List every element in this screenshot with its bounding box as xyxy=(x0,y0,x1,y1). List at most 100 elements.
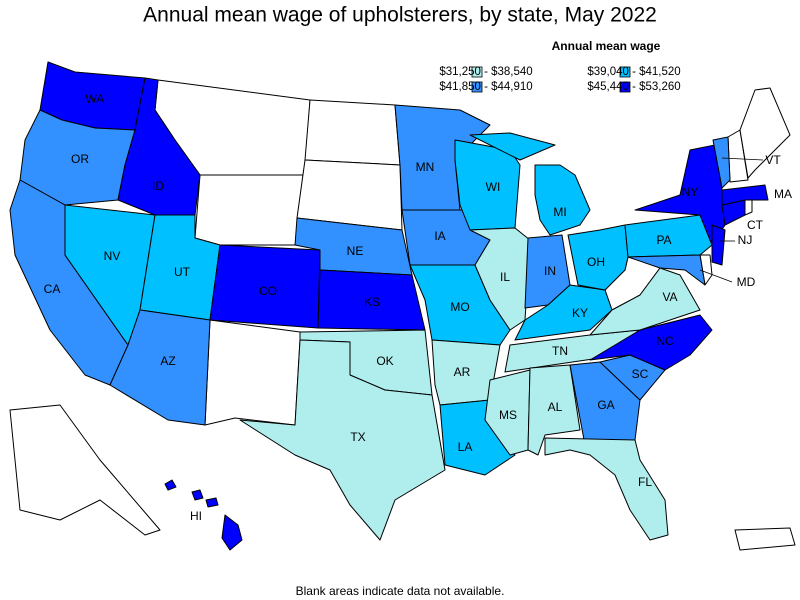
state-shape xyxy=(569,361,641,446)
legend-swatch xyxy=(471,66,483,78)
leader-line xyxy=(699,269,733,283)
state-label: TN xyxy=(552,344,568,358)
state-label: AZ xyxy=(160,354,175,368)
state-shape xyxy=(711,224,726,266)
legend-swatch xyxy=(471,81,483,93)
state-shape xyxy=(514,284,613,341)
state-label: WI xyxy=(486,180,501,194)
state-label: NV xyxy=(104,249,121,263)
state-label: IN xyxy=(544,264,556,278)
state-ak xyxy=(9,404,161,536)
footnote: Blank areas indicate data not available. xyxy=(296,584,505,598)
state-shape xyxy=(712,136,731,189)
state-label: OK xyxy=(376,354,393,368)
state: HI xyxy=(164,479,243,551)
legend-swatch xyxy=(619,66,631,78)
legend-swatch xyxy=(619,81,631,93)
state-ri xyxy=(744,199,753,216)
state: IL xyxy=(469,227,531,331)
state-shape xyxy=(164,479,177,491)
state: MD xyxy=(627,254,756,289)
legend-label: $31,250 - $38,540 xyxy=(439,66,532,78)
state: KS xyxy=(317,269,426,331)
state: GA xyxy=(569,361,641,446)
state-shape xyxy=(721,184,769,206)
state: VA xyxy=(589,267,701,336)
state: MS xyxy=(484,369,531,456)
state-label: OH xyxy=(587,255,605,269)
state: MA xyxy=(721,184,792,206)
legend-label: $41,850 - $44,910 xyxy=(439,81,532,93)
legend: $31,250 - $38,540 $39,040 - $41,520 $41,85… xyxy=(439,66,680,93)
state-label: AL xyxy=(548,400,563,414)
leader-line xyxy=(721,157,764,161)
state-label: AR xyxy=(454,365,471,379)
state-shape xyxy=(624,214,713,258)
state-label: NE xyxy=(347,244,364,258)
state-label: TX xyxy=(350,430,365,444)
state: VT xyxy=(712,136,781,189)
state-shape xyxy=(544,437,669,541)
state-shape xyxy=(221,514,243,551)
state: NV xyxy=(64,204,156,346)
state-shape xyxy=(239,339,446,541)
legend-label: $45,440 - $53,260 xyxy=(587,81,680,93)
state-label: NJ xyxy=(738,233,753,247)
state-label: MD xyxy=(737,275,756,289)
state: MI xyxy=(469,132,591,236)
state: NC xyxy=(589,314,713,371)
state-shape xyxy=(567,224,629,291)
states: WA OR ID CA NV UT AZ CO NE KS OK TX MN I… xyxy=(9,61,792,551)
state: KY xyxy=(514,284,613,341)
state-label: CO xyxy=(259,284,277,298)
state-wy xyxy=(194,174,306,246)
state: NJ xyxy=(711,224,753,266)
state-shape xyxy=(469,227,531,331)
state: CT xyxy=(721,199,764,232)
legend-label: $39,040 - $41,520 xyxy=(587,66,680,78)
state-shape xyxy=(534,164,591,236)
state-label: HI xyxy=(190,509,202,523)
state-label: LA xyxy=(458,440,473,454)
state-label: MN xyxy=(416,160,435,174)
state-shape xyxy=(589,267,701,336)
state: TX xyxy=(239,339,446,541)
state: PA xyxy=(624,214,713,258)
state-label: VA xyxy=(662,290,677,304)
state-shape xyxy=(589,314,713,371)
state-label: IA xyxy=(434,229,445,243)
state: OR xyxy=(19,109,136,206)
state-label: CA xyxy=(44,282,61,296)
state-label: WA xyxy=(86,92,105,106)
legend-title: Annual mean wage xyxy=(552,39,661,53)
state-label: MS xyxy=(499,408,517,422)
state-shape xyxy=(469,132,556,161)
map-title: Annual mean wage of upholsterers, by sta… xyxy=(143,4,657,27)
state-label: ID xyxy=(152,179,164,193)
state-label: KS xyxy=(364,295,380,309)
state-me xyxy=(739,87,791,179)
state-label: UT xyxy=(174,265,191,279)
state: IN xyxy=(524,234,571,309)
state-label: GA xyxy=(597,398,614,412)
state-label: CT xyxy=(747,218,764,232)
state: CO xyxy=(209,244,321,329)
blank-states xyxy=(9,79,796,551)
state-pr xyxy=(734,527,796,551)
state-label: PA xyxy=(656,233,671,247)
state: OH xyxy=(567,224,629,291)
state-shape xyxy=(191,489,204,501)
state-nd xyxy=(304,99,401,166)
state-shape xyxy=(484,369,531,456)
state-label: VT xyxy=(765,153,781,167)
state-label: NC xyxy=(656,334,674,348)
state-nm xyxy=(204,319,301,426)
state-label: FL xyxy=(638,475,652,489)
state-label: IL xyxy=(500,270,510,284)
state-label: SC xyxy=(632,367,649,381)
state-label: NY xyxy=(682,185,699,199)
state-label: OR xyxy=(71,152,89,166)
state-label: MI xyxy=(553,205,566,219)
state-shape xyxy=(205,497,219,508)
